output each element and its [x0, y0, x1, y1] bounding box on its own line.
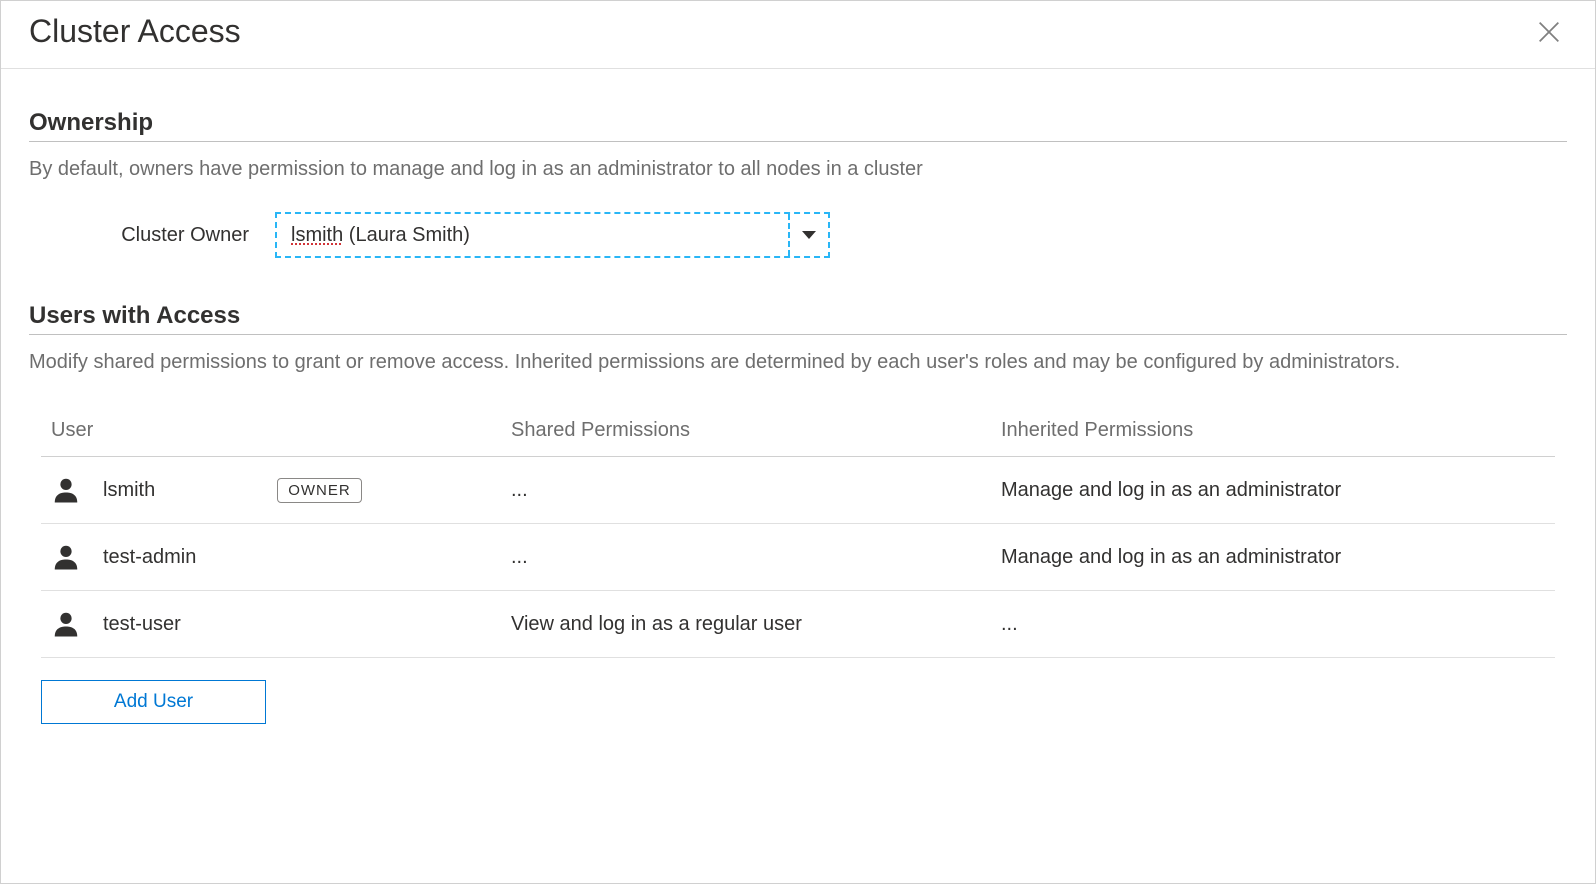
table-header-row: User Shared Permissions Inherited Permis…: [41, 405, 1555, 457]
cluster-owner-row: Cluster Owner lsmith (Laura Smith): [29, 212, 1567, 258]
table-row[interactable]: lsmith OWNER...Manage and log in as an ad…: [41, 457, 1555, 524]
cluster-owner-username: lsmith: [291, 224, 343, 246]
cell-shared-permissions[interactable]: ...: [511, 479, 1001, 502]
cluster-access-dialog: Cluster Access Ownership By default, own…: [0, 0, 1596, 884]
dialog-header: Cluster Access: [1, 1, 1595, 69]
cell-user: test-admin: [51, 542, 511, 572]
add-user-button[interactable]: Add User: [41, 680, 266, 724]
column-header-inherited: Inherited Permissions: [1001, 419, 1545, 442]
ownership-heading: Ownership: [29, 109, 1567, 142]
cell-inherited-permissions: Manage and log in as an administrator: [1001, 479, 1545, 502]
username: test-user: [103, 613, 181, 636]
person-icon: [51, 475, 81, 505]
username: lsmith: [103, 479, 155, 502]
cell-shared-permissions[interactable]: ...: [511, 546, 1001, 569]
column-header-shared: Shared Permissions: [511, 419, 1001, 442]
users-table: User Shared Permissions Inherited Permis…: [41, 405, 1555, 724]
cell-inherited-permissions: ...: [1001, 613, 1545, 636]
chevron-down-icon: [802, 230, 816, 240]
dialog-title: Cluster Access: [29, 13, 241, 50]
table-row[interactable]: test-admin...Manage and log in as an adm…: [41, 524, 1555, 591]
close-icon: [1535, 18, 1563, 46]
person-icon: [51, 609, 81, 639]
dropdown-caret-button[interactable]: [788, 214, 828, 256]
ownership-description: By default, owners have permission to ma…: [29, 154, 1567, 184]
close-button[interactable]: [1531, 14, 1567, 50]
owner-badge: OWNER: [277, 478, 362, 503]
cluster-owner-selected: lsmith (Laura Smith): [277, 214, 788, 256]
cluster-owner-dropdown[interactable]: lsmith (Laura Smith): [275, 212, 830, 258]
column-header-user: User: [51, 419, 511, 442]
users-description: Modify shared permissions to grant or re…: [29, 347, 1567, 377]
dialog-body: Ownership By default, owners have permis…: [1, 69, 1595, 752]
person-icon: [51, 542, 81, 572]
cell-shared-permissions[interactable]: View and log in as a regular user: [511, 613, 1001, 636]
table-row[interactable]: test-user View and log in as a regular us…: [41, 591, 1555, 658]
users-heading: Users with Access: [29, 302, 1567, 335]
cell-inherited-permissions: Manage and log in as an administrator: [1001, 546, 1545, 569]
cluster-owner-label: Cluster Owner: [29, 224, 259, 247]
cell-user: test-user: [51, 609, 511, 639]
cell-user: lsmith OWNER: [51, 475, 511, 505]
username: test-admin: [103, 546, 196, 569]
cluster-owner-fullname: (Laura Smith): [343, 224, 470, 246]
